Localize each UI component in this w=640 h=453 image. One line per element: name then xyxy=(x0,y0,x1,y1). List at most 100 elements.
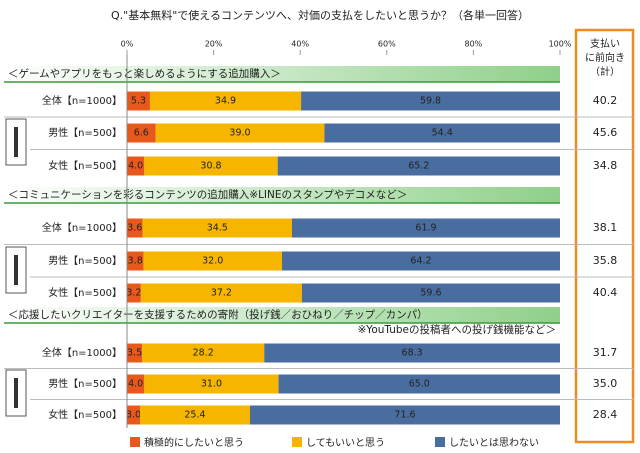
value-label: 65.0 xyxy=(409,379,430,390)
legend-swatch xyxy=(435,437,445,447)
value-label: 68.3 xyxy=(402,348,423,359)
total-value: 31.7 xyxy=(593,346,618,359)
category-label: 男性【n=500】 xyxy=(48,377,122,390)
chart-title: Q."基本無料"で使えるコンテンツへ、対価の支払をしたいと思うか？（各単一回答） xyxy=(111,8,529,22)
totals-header: に前向き xyxy=(585,51,625,64)
section-band xyxy=(4,187,560,203)
totals-box xyxy=(574,28,635,444)
value-label: 71.6 xyxy=(394,410,415,421)
section-band xyxy=(4,307,560,323)
gender-icon xyxy=(14,378,18,408)
value-label: 3.2 xyxy=(126,288,141,299)
bar-segment xyxy=(155,123,325,143)
total-value: 28.4 xyxy=(593,408,618,421)
value-label: 59.6 xyxy=(420,288,441,299)
category-label: 男性【n=500】 xyxy=(48,254,122,267)
bar-segment xyxy=(264,343,560,363)
bar-segment xyxy=(127,283,141,303)
value-label: 37.2 xyxy=(211,288,232,299)
value-label: 3.5 xyxy=(127,348,142,359)
section-band xyxy=(4,66,560,82)
category-label: 男性【n=500】 xyxy=(48,126,122,139)
legend-label: してもいいと思う xyxy=(306,437,385,449)
total-value: 35.8 xyxy=(593,254,618,267)
total-value: 45.6 xyxy=(593,126,618,139)
gender-icon xyxy=(14,255,18,285)
legend-swatch xyxy=(292,437,302,447)
value-label: 34.9 xyxy=(215,96,236,107)
bar-segment xyxy=(301,91,560,111)
bar-segment xyxy=(127,374,145,394)
section-title: ＜ゲームやアプリをもっと楽しめるようにする追加購入＞ xyxy=(8,67,281,80)
bar-segment xyxy=(142,343,265,363)
bar-segment xyxy=(143,251,283,271)
bar-segment xyxy=(324,123,560,143)
bar-segment xyxy=(127,405,140,425)
value-label: 65.2 xyxy=(408,161,429,172)
bar-segment xyxy=(127,218,143,238)
value-label: 30.8 xyxy=(200,161,221,172)
x-tick-label: 20% xyxy=(205,40,223,49)
bar-segment xyxy=(282,251,560,271)
total-value: 40.4 xyxy=(593,286,618,299)
value-label: 5.3 xyxy=(131,96,146,107)
legend-label: したいとは思わない xyxy=(449,437,539,449)
x-tick-label: 40% xyxy=(291,40,309,49)
value-label: 31.0 xyxy=(201,379,222,390)
total-value: 40.2 xyxy=(593,94,618,107)
section-title: ＜コミュニケーションを彩るコンテンツの追加購入※LINEのスタンプやデコメなど＞ xyxy=(8,188,407,201)
legend-label: 積極的にしたいと思う xyxy=(144,436,244,449)
bar-segment xyxy=(301,283,560,303)
value-label: 59.8 xyxy=(420,96,441,107)
value-label: 4.0 xyxy=(128,379,143,390)
category-label: 全体【n=1000】 xyxy=(42,94,122,107)
bar-segment xyxy=(278,374,560,394)
value-label: 3.0 xyxy=(126,410,141,421)
bar-segment xyxy=(139,405,250,425)
bar-segment xyxy=(140,283,302,303)
bar-segment xyxy=(142,218,292,238)
value-label: 28.2 xyxy=(193,348,214,359)
value-label: 32.0 xyxy=(202,256,223,267)
bar-segment xyxy=(149,91,302,111)
value-label: 39.0 xyxy=(229,128,250,139)
value-label: 61.9 xyxy=(415,223,436,234)
category-label: 全体【n=1000】 xyxy=(42,221,122,234)
bar-segment xyxy=(127,123,156,143)
bar-segment xyxy=(127,251,144,271)
x-tick-label: 0% xyxy=(121,40,134,49)
bar-segment xyxy=(127,343,143,363)
gender-icon xyxy=(14,127,18,157)
section-note: ※YouTubeの投稿者への投げ銭機能など＞ xyxy=(358,323,557,336)
totals-header: 支払い xyxy=(590,37,620,50)
total-value: 34.8 xyxy=(593,159,618,172)
bar-segment xyxy=(144,374,279,394)
value-label: 54.4 xyxy=(432,128,453,139)
x-tick-label: 60% xyxy=(378,40,396,49)
bar-segment xyxy=(144,156,278,176)
value-label: 3.8 xyxy=(128,256,143,267)
category-label: 全体【n=1000】 xyxy=(42,346,122,359)
bar-segment xyxy=(291,218,560,238)
x-tick-label: 100% xyxy=(549,40,572,49)
section-title: ＜応援したいクリエイターを支援するための寄附（投げ銭／おひねり／チップ／カンパ） xyxy=(8,308,428,321)
totals-header: （計） xyxy=(590,65,620,78)
value-label: 34.5 xyxy=(207,223,228,234)
bar-segment xyxy=(127,156,145,176)
value-label: 4.0 xyxy=(128,161,143,172)
category-label: 女性【n=500】 xyxy=(48,286,122,299)
value-label: 64.2 xyxy=(410,256,431,267)
bar-segment xyxy=(127,91,150,111)
value-label: 3.6 xyxy=(127,223,142,234)
category-label: 女性【n=500】 xyxy=(48,408,122,421)
category-label: 女性【n=500】 xyxy=(48,159,122,172)
value-label: 25.4 xyxy=(184,410,205,421)
bar-segment xyxy=(249,405,561,425)
x-tick-label: 80% xyxy=(465,40,483,49)
total-value: 35.0 xyxy=(593,377,618,390)
total-value: 38.1 xyxy=(593,221,618,234)
legend-swatch xyxy=(130,437,140,447)
value-label: 6.6 xyxy=(134,128,149,139)
bar-segment xyxy=(277,156,560,176)
